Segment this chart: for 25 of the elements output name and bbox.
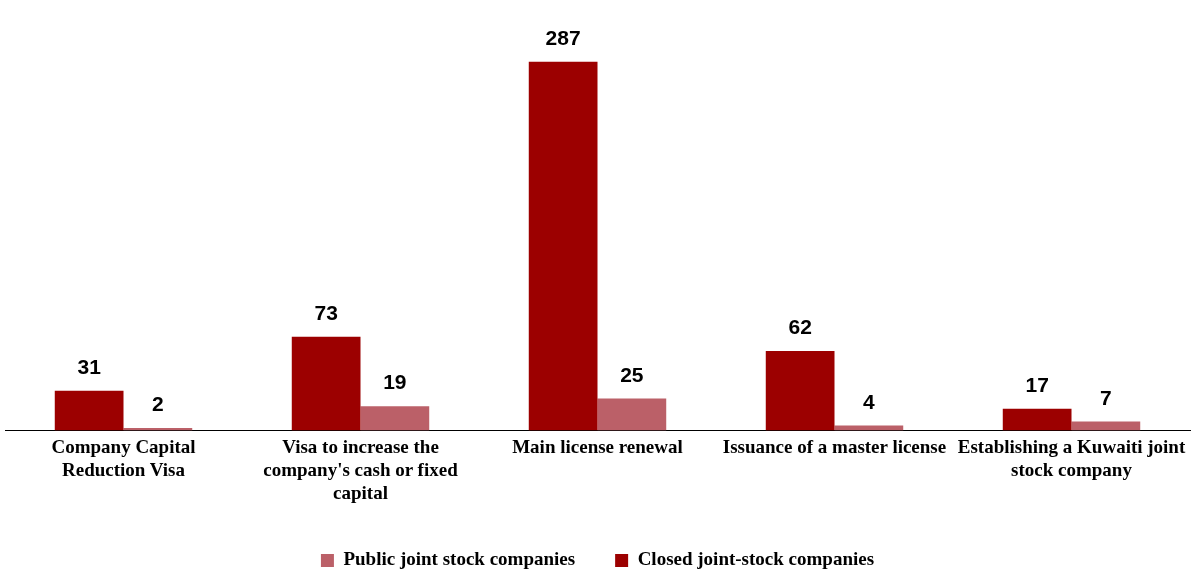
bar xyxy=(597,398,667,431)
x-tick-label: Establishing a Kuwaiti joint stock company xyxy=(957,435,1186,480)
bar xyxy=(54,390,124,431)
data-label: 7 xyxy=(1100,385,1112,409)
data-label: 25 xyxy=(620,362,644,386)
bar xyxy=(765,350,835,431)
bar xyxy=(291,336,361,431)
bar xyxy=(1002,408,1072,431)
x-tick-label: Main license renewal xyxy=(512,435,683,457)
data-label: 73 xyxy=(314,301,338,325)
bar xyxy=(834,425,904,431)
data-label: 17 xyxy=(1025,373,1049,397)
x-tick-label: Company Capital Reduction Visa xyxy=(51,435,196,480)
legend-label: Closed joint-stock companies xyxy=(637,548,875,570)
data-label: 287 xyxy=(545,26,581,50)
x-tick-label: Issuance of a master license xyxy=(722,435,947,457)
data-label: 2 xyxy=(152,392,164,416)
data-label: 31 xyxy=(77,355,102,379)
data-label: 62 xyxy=(788,315,812,339)
x-tick-label: Visa to increase the company's cash or fixed capital xyxy=(263,435,459,503)
bar xyxy=(528,61,598,431)
data-label: 19 xyxy=(383,370,407,394)
legend-label: Public joint stock companies xyxy=(343,548,576,570)
data-label: 4 xyxy=(863,389,876,413)
bar xyxy=(360,406,430,431)
